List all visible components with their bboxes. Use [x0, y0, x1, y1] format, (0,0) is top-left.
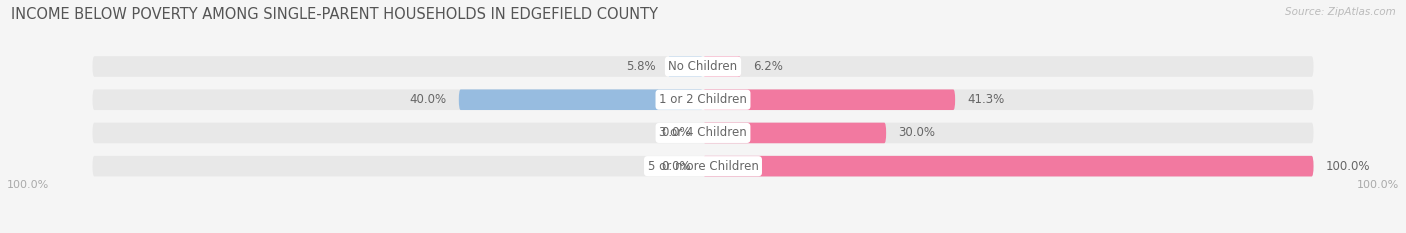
FancyBboxPatch shape: [93, 89, 1313, 110]
Text: 0.0%: 0.0%: [661, 127, 690, 139]
FancyBboxPatch shape: [703, 89, 955, 110]
Text: 1 or 2 Children: 1 or 2 Children: [659, 93, 747, 106]
FancyBboxPatch shape: [703, 123, 886, 143]
Text: 100.0%: 100.0%: [1326, 160, 1371, 173]
Text: 100.0%: 100.0%: [1357, 180, 1399, 190]
Text: 0.0%: 0.0%: [661, 160, 690, 173]
FancyBboxPatch shape: [703, 156, 1313, 176]
Text: Source: ZipAtlas.com: Source: ZipAtlas.com: [1285, 7, 1396, 17]
FancyBboxPatch shape: [703, 56, 741, 77]
Text: 100.0%: 100.0%: [7, 180, 49, 190]
Text: 3 or 4 Children: 3 or 4 Children: [659, 127, 747, 139]
Text: 6.2%: 6.2%: [754, 60, 783, 73]
Text: INCOME BELOW POVERTY AMONG SINGLE-PARENT HOUSEHOLDS IN EDGEFIELD COUNTY: INCOME BELOW POVERTY AMONG SINGLE-PARENT…: [11, 7, 658, 22]
FancyBboxPatch shape: [93, 56, 1313, 77]
FancyBboxPatch shape: [93, 156, 1313, 176]
Text: 5 or more Children: 5 or more Children: [648, 160, 758, 173]
Text: 30.0%: 30.0%: [898, 127, 935, 139]
Text: No Children: No Children: [668, 60, 738, 73]
FancyBboxPatch shape: [93, 123, 1313, 143]
Text: 40.0%: 40.0%: [409, 93, 447, 106]
Text: 5.8%: 5.8%: [626, 60, 655, 73]
FancyBboxPatch shape: [668, 56, 703, 77]
Text: 41.3%: 41.3%: [967, 93, 1005, 106]
FancyBboxPatch shape: [458, 89, 703, 110]
